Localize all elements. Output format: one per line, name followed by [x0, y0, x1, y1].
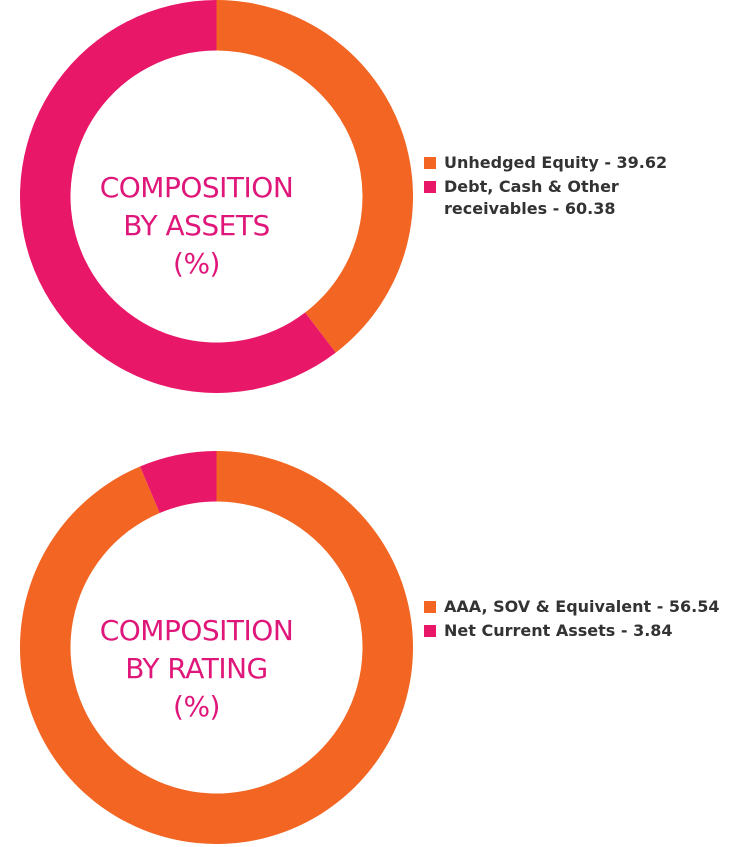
rating-title-line-2: BY RATING — [125, 652, 268, 685]
rating-center-label: COMPOSITION BY RATING (%) — [60, 612, 333, 726]
rating-title-line-3: (%) — [173, 690, 220, 723]
legend-item-unhedged-equity: Unhedged Equity - 39.62 — [424, 152, 724, 174]
legend-swatch — [424, 157, 436, 169]
donut-slice-2 — [20, 0, 336, 393]
legend-label: Unhedged Equity - 39.62 — [444, 153, 668, 172]
legend-swatch — [424, 181, 436, 193]
assets-title-line-2: BY ASSETS — [123, 209, 270, 242]
assets-title-line-1: COMPOSITION — [99, 171, 294, 204]
rating-title-line-1: COMPOSITION — [99, 614, 294, 647]
rating-donut-svg — [20, 451, 413, 844]
legend-item-aaa-sov: AAA, SOV & Equivalent - 56.54 — [424, 596, 724, 618]
assets-center-label: COMPOSITION BY ASSETS (%) — [60, 169, 333, 283]
legend-label: AAA, SOV & Equivalent - 56.54 — [444, 597, 720, 616]
legend-item-net-current-assets: Net Current Assets - 3.84 — [424, 620, 724, 642]
assets-donut-chart — [20, 0, 413, 393]
legend-label: Net Current Assets - 3.84 — [444, 621, 673, 640]
legend-label: Debt, Cash & Other receivables - 60.38 — [444, 177, 619, 218]
assets-title-line-3: (%) — [173, 247, 220, 280]
rating-legend: AAA, SOV & Equivalent - 56.54 Net Curren… — [424, 596, 724, 644]
legend-swatch — [424, 625, 436, 637]
legend-item-debt-cash: Debt, Cash & Other receivables - 60.38 — [424, 176, 724, 220]
donut-slice-1 — [216, 0, 413, 353]
assets-donut-svg — [20, 0, 413, 393]
donut-slice-2 — [140, 451, 217, 514]
assets-legend: Unhedged Equity - 39.62 Debt, Cash & Oth… — [424, 152, 724, 222]
rating-donut-chart — [20, 451, 413, 844]
legend-swatch — [424, 601, 436, 613]
